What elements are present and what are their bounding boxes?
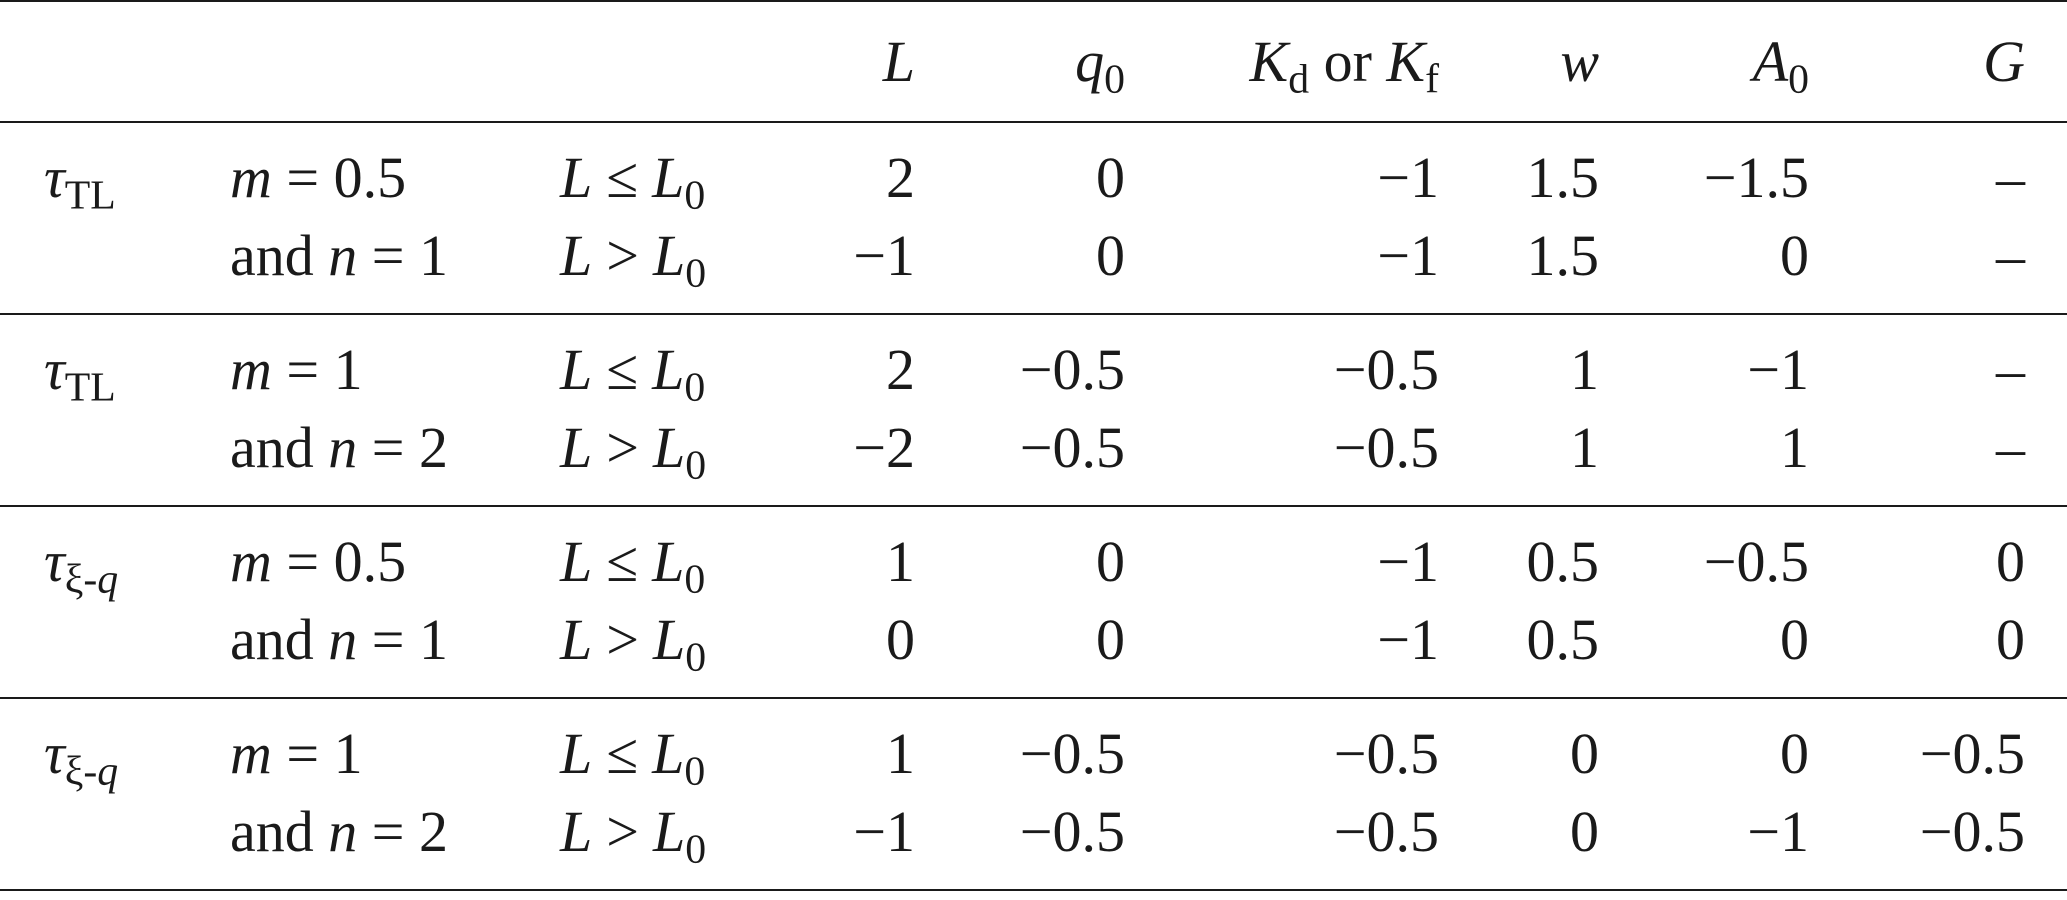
cell-K: −1: [1125, 217, 1439, 315]
cell-q0: 0: [1096, 145, 1125, 210]
n-label: and n = 2: [230, 409, 560, 507]
header-empty-2: [230, 0, 560, 123]
header-A0: A0: [1599, 0, 1809, 123]
m-label: m = 0.5: [230, 145, 407, 210]
cell-G: 0: [1996, 529, 2025, 594]
cell-L: 2: [886, 145, 915, 210]
cell-q0: −0.5: [915, 793, 1125, 891]
table-row: τξ-q m = 1 L ≤ L0 1 −0.5 −0.5 0 0 −0.5: [0, 698, 2067, 793]
header-empty-1: [0, 0, 230, 123]
cell-L: −2: [770, 409, 915, 507]
n-label: and n = 2: [230, 793, 560, 891]
m-label: m = 1: [230, 337, 363, 402]
cell-w: 1.5: [1526, 145, 1600, 210]
cell-G: −0.5: [1809, 793, 2067, 891]
table-row: τTL m = 0.5 L ≤ L0 2 0 −1 1.5 −1.5 –: [0, 122, 2067, 217]
cell-q0: 0: [915, 601, 1125, 699]
tau-label: τTL: [44, 337, 116, 411]
cell-A0: 1: [1599, 409, 1809, 507]
cell-L: −1: [770, 793, 915, 891]
cell-w: 0: [1570, 721, 1599, 786]
cell-A0: 0: [1599, 217, 1809, 315]
tau-label: τξ-q: [44, 529, 119, 603]
cell-q0: 0: [1096, 529, 1125, 594]
cell-K: −1: [1377, 145, 1439, 210]
table-row: τTL m = 1 L ≤ L0 2 −0.5 −0.5 1 −1 –: [0, 314, 2067, 409]
cell-w: 1.5: [1439, 217, 1599, 315]
cell-K: −1: [1377, 529, 1439, 594]
condition: L ≤ L0: [560, 145, 706, 219]
tau-label-empty: [0, 409, 230, 507]
header-empty-3: [560, 0, 770, 123]
tau-label-empty: [0, 793, 230, 891]
cell-K: −1: [1125, 601, 1439, 699]
cell-G: –: [1996, 145, 2025, 210]
cell-G: 0: [1809, 601, 2067, 699]
cell-A0: −1: [1599, 793, 1809, 891]
header-K: Kd or Kf: [1125, 0, 1439, 123]
condition: L > L0: [560, 409, 770, 507]
cell-q0: −0.5: [915, 409, 1125, 507]
cell-L: −1: [770, 217, 915, 315]
cell-A0: 0: [1780, 721, 1809, 786]
table-row: and n = 2 L > L0 −2 −0.5 −0.5 1 1–: [0, 409, 2067, 507]
tau-label: τTL: [44, 145, 116, 219]
cell-K: −0.5: [1125, 409, 1439, 507]
table-body: τTL m = 0.5 L ≤ L0 2 0 −1 1.5 −1.5– and n = 1 L > L0−…: [0, 122, 2067, 891]
condition: L > L0: [560, 601, 770, 699]
tau-label: τξ-q: [44, 721, 119, 795]
header-G: G: [1809, 0, 2067, 123]
tau-label-empty: [0, 217, 230, 315]
cell-K: −0.5: [1125, 793, 1439, 891]
table-row: and n = 1 L > L0 0 0 −1 0.5 0 0: [0, 601, 2067, 699]
cell-G: –: [1809, 409, 2067, 507]
condition: L ≤ L0: [560, 337, 706, 411]
cell-L: 2: [886, 337, 915, 402]
cell-L: 1: [886, 529, 915, 594]
n-label: and n = 1: [230, 601, 560, 699]
condition: L > L0: [560, 217, 770, 315]
cell-A0: 0: [1599, 601, 1809, 699]
cell-w: 1: [1570, 337, 1599, 402]
condition: L ≤ L0: [560, 529, 706, 603]
m-label: m = 1: [230, 721, 363, 786]
cell-w: 0.5: [1526, 529, 1600, 594]
table-row: τξ-q m = 0.5 L ≤ L0 1 0 −1 0.5 −0.5 0: [0, 506, 2067, 601]
cell-A0: −1: [1747, 337, 1809, 402]
cell-A0: −0.5: [1703, 529, 1809, 594]
tau-label-empty: [0, 601, 230, 699]
header-L: L: [770, 0, 915, 123]
n-label: and n = 1: [230, 217, 560, 315]
cell-K: −0.5: [1333, 337, 1439, 402]
cell-L: 1: [886, 721, 915, 786]
cell-q0: −0.5: [1019, 721, 1125, 786]
header-row: L q0 Kd or Kf w A0 G: [0, 0, 2067, 123]
cell-A0: −1.5: [1703, 145, 1809, 210]
table-row: and n = 1 L > L0 −1 0 −1 1.5 0–: [0, 217, 2067, 315]
cell-q0: 0: [915, 217, 1125, 315]
cell-G: –: [1996, 337, 2025, 402]
cell-w: 0: [1439, 793, 1599, 891]
header-w: w: [1439, 0, 1599, 123]
cell-w: 1: [1439, 409, 1599, 507]
cell-G: −0.5: [1919, 721, 2025, 786]
condition: L ≤ L0: [560, 721, 706, 795]
cell-G: –: [1809, 217, 2067, 315]
cell-q0: −0.5: [1019, 337, 1125, 402]
m-label: m = 0.5: [230, 529, 407, 594]
cell-L: 0: [770, 601, 915, 699]
table-row: and n = 2 L > L0 −1 −0.5 −0.5 0 −1 −0.5: [0, 793, 2067, 891]
cell-w: 0.5: [1439, 601, 1599, 699]
cell-K: −0.5: [1333, 721, 1439, 786]
condition: L > L0: [560, 793, 770, 891]
header-q0: q0: [915, 0, 1125, 123]
